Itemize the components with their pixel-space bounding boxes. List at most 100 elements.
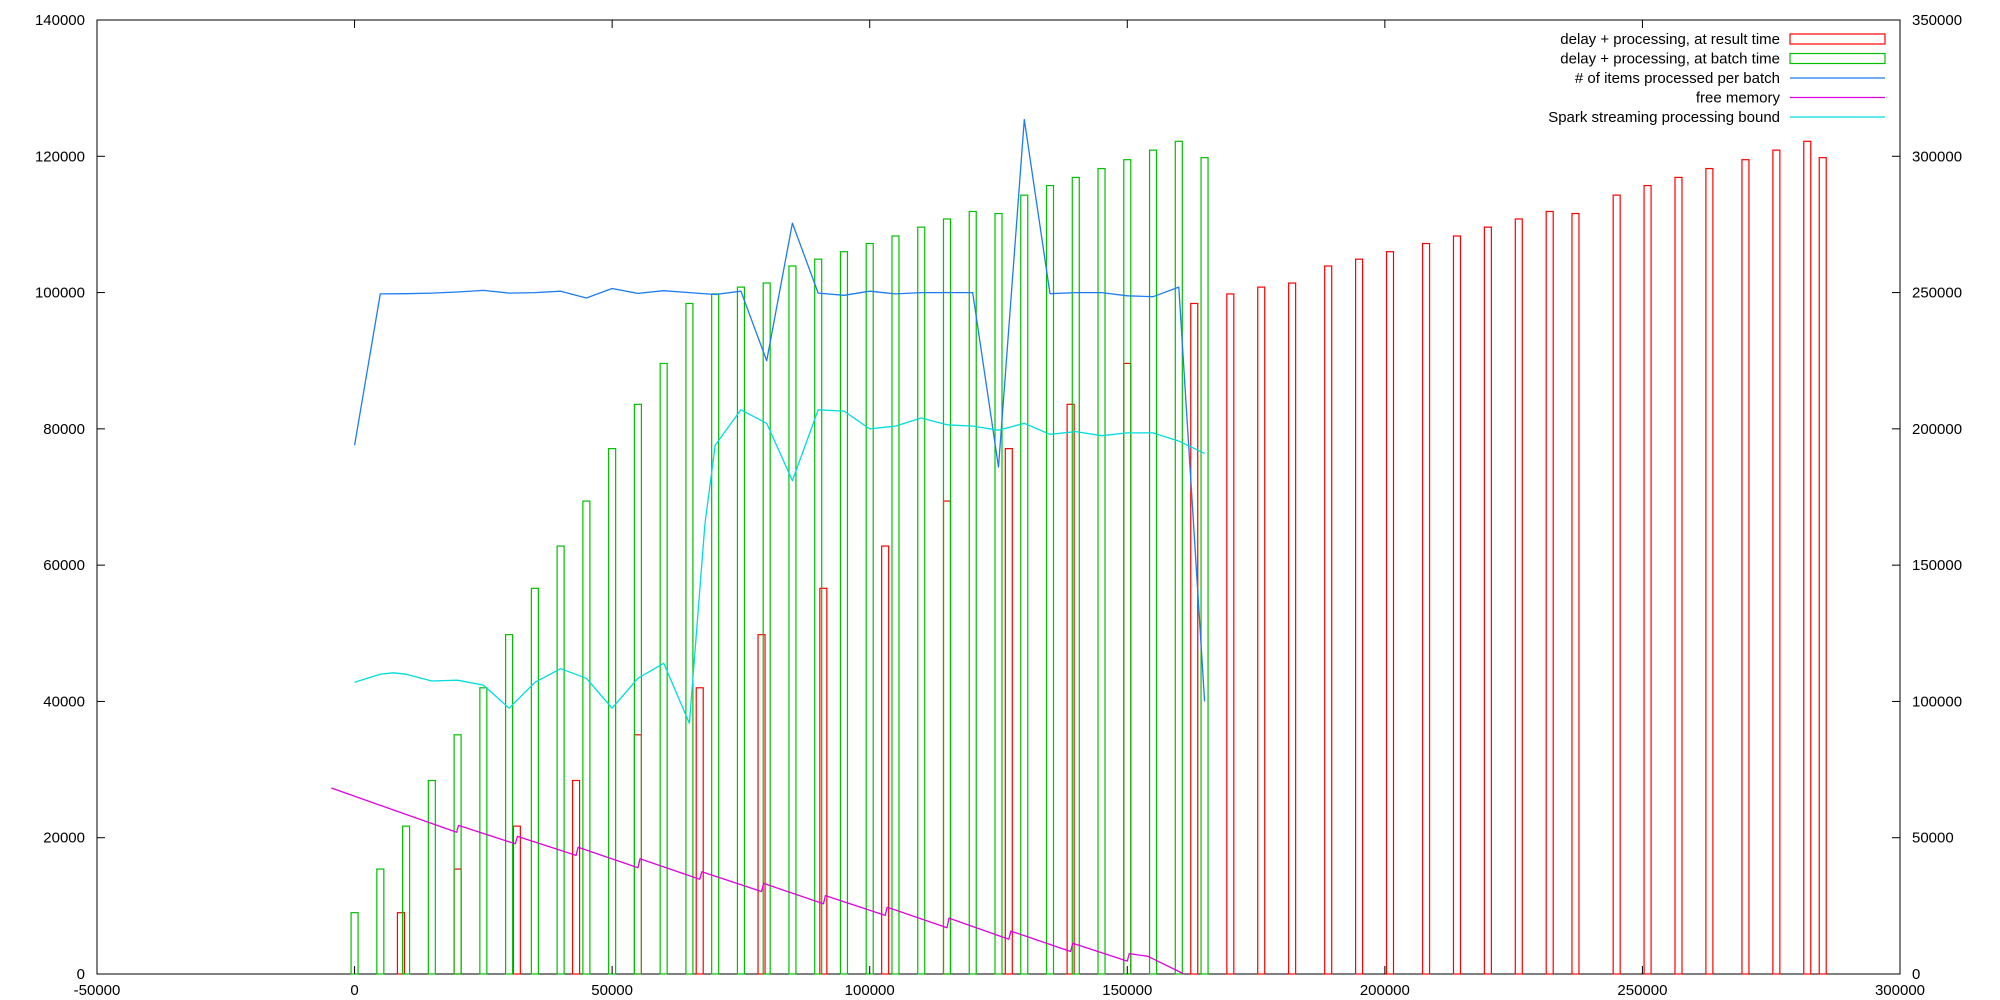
result-time-bar — [819, 587, 828, 975]
result-time-bar — [881, 545, 890, 975]
y-tick-label: 100000 — [35, 285, 85, 302]
batch-time-bar — [865, 242, 874, 975]
result-time-bar — [1288, 282, 1297, 975]
result-time-bar — [1257, 286, 1266, 975]
y-tick-label: 60000 — [43, 557, 85, 574]
legend-swatch — [1789, 52, 1886, 65]
result-time-bar — [1705, 167, 1714, 975]
result-time-bar — [1514, 218, 1523, 975]
result-time-bar — [512, 825, 521, 975]
result-time-bar — [1452, 235, 1462, 975]
y2-tick-label: 250000 — [1912, 285, 1962, 302]
y2-tick-label: 100000 — [1912, 693, 1962, 710]
result-time-bar — [1803, 140, 1812, 975]
batch-time-bars — [350, 140, 1209, 975]
result-time-bar — [695, 687, 704, 975]
batch-time-bar — [891, 235, 900, 975]
result-time-bar — [571, 779, 581, 975]
result-time-bar — [1190, 302, 1199, 975]
result-time-bar — [1612, 194, 1621, 975]
y2-tick-label: 350000 — [1912, 12, 1962, 29]
plot-frame — [96, 19, 1901, 975]
batch-time-bar — [453, 734, 462, 975]
legend-swatch — [1789, 33, 1886, 45]
result-time-bar — [1741, 159, 1750, 975]
batch-time-bar — [659, 362, 668, 975]
result-time-bar — [1123, 362, 1132, 975]
batch-time-bar — [350, 912, 359, 975]
x-tick-label: 250000 — [1617, 982, 1667, 999]
legend-label: Spark streaming processing bound — [1548, 109, 1780, 126]
result-time-bar — [1571, 212, 1580, 975]
result-time-bar — [1545, 210, 1554, 975]
legend: delay + processing, at result time delay … — [1548, 31, 1886, 126]
batch-time-bar — [685, 302, 694, 975]
items-per-batch-line — [353, 118, 1206, 702]
batch-time-bar — [814, 258, 823, 975]
result-time-bar — [1004, 448, 1013, 975]
result-time-bar — [1226, 293, 1235, 975]
batch-time-bar — [968, 210, 977, 975]
batch-time-bar — [376, 868, 385, 975]
result-time-bar — [1354, 258, 1364, 975]
result-time-bars — [396, 140, 1827, 975]
batch-time-bar — [582, 500, 591, 975]
result-time-bar — [453, 868, 462, 975]
result-time-bar — [757, 634, 766, 975]
result-time-bar — [1772, 149, 1781, 975]
y2-tick-label: 300000 — [1912, 148, 1962, 165]
batch-time-bar — [762, 282, 771, 975]
x-tick-label: 200000 — [1360, 982, 1410, 999]
batch-time-bar — [633, 403, 643, 975]
result-time-bar — [1674, 176, 1683, 975]
legend-label: free memory — [1696, 90, 1781, 107]
y-tick-label: 140000 — [35, 12, 85, 29]
batch-time-bar — [1123, 159, 1132, 975]
batch-time-bar — [608, 448, 617, 975]
y2-tick-label: 150000 — [1912, 557, 1962, 574]
result-time-bar — [1643, 184, 1652, 975]
batch-time-bar — [1174, 140, 1183, 975]
processing-bound-line — [354, 409, 1205, 724]
x-tick-label: 0 — [350, 982, 358, 999]
y-tick-label: 120000 — [35, 148, 85, 165]
batch-time-bar — [530, 587, 539, 975]
batch-time-bar — [1097, 167, 1106, 975]
legend-label: # of items processed per batch — [1575, 70, 1780, 87]
result-time-bar — [396, 912, 406, 975]
batch-time-bar — [427, 779, 436, 975]
batch-time-bar — [479, 687, 488, 975]
y2-tick-label: 200000 — [1912, 421, 1962, 438]
y-tick-label: 80000 — [43, 421, 85, 438]
y-tick-label: 20000 — [43, 830, 85, 847]
result-time-bar — [1066, 403, 1075, 975]
result-time-bar — [633, 734, 643, 975]
y-tick-label: 40000 — [43, 693, 85, 710]
batch-time-bar — [556, 545, 565, 975]
batch-time-bar — [994, 212, 1003, 975]
batch-time-bar — [711, 293, 720, 975]
result-time-bar — [1324, 265, 1333, 975]
batch-time-bar — [942, 218, 952, 975]
batch-time-bar — [736, 286, 746, 975]
x-tick-label: 300000 — [1875, 982, 1925, 999]
batch-time-bar — [1045, 184, 1055, 975]
axes: -50000 0 50000 100000 150000 200000 250000 3000… — [35, 12, 1962, 999]
result-time-bar — [942, 500, 952, 975]
batch-time-bar — [1148, 149, 1158, 975]
result-time-bar — [1421, 242, 1431, 975]
x-tick-label: 100000 — [845, 982, 895, 999]
free-memory-line — [331, 787, 1185, 975]
result-time-bar — [1483, 226, 1492, 975]
y-tick-label: 0 — [77, 966, 85, 983]
x-tick-label: 150000 — [1102, 982, 1152, 999]
batch-time-bar — [1200, 157, 1209, 975]
y2-tick-label: 50000 — [1912, 830, 1954, 847]
batch-time-bar — [401, 825, 411, 975]
legend-label: delay + processing, at result time — [1560, 31, 1780, 48]
result-time-bar — [1385, 251, 1395, 975]
series-lines — [331, 118, 1206, 975]
legend-label: delay + processing, at batch time — [1560, 51, 1780, 68]
batch-time-bar — [1071, 176, 1080, 975]
